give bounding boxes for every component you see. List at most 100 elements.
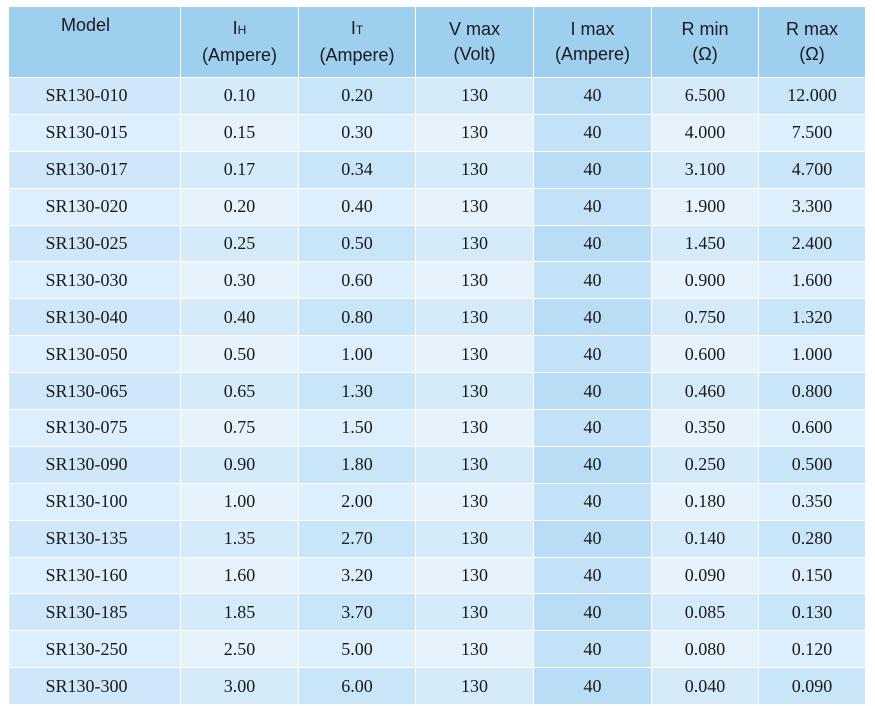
table-row: SR130-075 0.75 1.50 130 40 0.350 0.600 bbox=[8, 409, 866, 447]
cell-model: SR130-100 bbox=[8, 482, 181, 521]
cell-rmin: 0.600 bbox=[651, 335, 759, 374]
cell-it: 0.40 bbox=[298, 187, 416, 226]
cell-rmin: 4.000 bbox=[651, 113, 759, 152]
header-vmax: V max (Volt) bbox=[415, 6, 534, 78]
cell-it: 1.30 bbox=[298, 372, 416, 411]
table-row: SR130-300 3.00 6.00 130 40 0.040 0.090 bbox=[8, 667, 866, 706]
cell-rmax: 3.300 bbox=[758, 187, 866, 226]
cell-rmin: 0.140 bbox=[651, 519, 759, 558]
cell-ih: 0.90 bbox=[180, 445, 299, 484]
cell-model: SR130-020 bbox=[8, 187, 181, 226]
table-row: SR130-100 1.00 2.00 130 40 0.180 0.350 bbox=[8, 482, 866, 521]
cell-vmax: 130 bbox=[415, 113, 534, 152]
cell-model: SR130-090 bbox=[8, 445, 181, 484]
cell-model: SR130-040 bbox=[8, 298, 181, 337]
header-rmin: R min (Ω) bbox=[651, 6, 759, 78]
table-row: SR130-015 0.15 0.30 130 40 4.000 7.500 bbox=[8, 113, 866, 152]
cell-ih: 0.20 bbox=[180, 187, 299, 226]
header-model: Model bbox=[8, 6, 181, 78]
header-row: Model IH (Ampere) IT (Ampere) V max (Vol… bbox=[8, 6, 866, 78]
table-row: SR130-250 2.50 5.00 130 40 0.080 0.120 bbox=[8, 630, 866, 669]
cell-rmin: 1.450 bbox=[651, 224, 759, 263]
cell-rmax: 0.600 bbox=[758, 409, 866, 447]
cell-ih: 0.65 bbox=[180, 372, 299, 411]
table-row: SR130-010 0.10 0.20 130 40 6.500 12.000 bbox=[8, 77, 866, 115]
cell-rmax: 1.600 bbox=[758, 261, 866, 300]
cell-rmin: 0.040 bbox=[651, 667, 759, 706]
cell-rmin: 1.900 bbox=[651, 187, 759, 226]
cell-imax: 40 bbox=[533, 409, 652, 447]
cell-imax: 40 bbox=[533, 482, 652, 521]
cell-ih: 1.00 bbox=[180, 482, 299, 521]
table-row: SR130-065 0.65 1.30 130 40 0.460 0.800 bbox=[8, 372, 866, 411]
header-it: IT (Ampere) bbox=[298, 6, 416, 78]
cell-ih: 2.50 bbox=[180, 630, 299, 669]
cell-imax: 40 bbox=[533, 593, 652, 632]
cell-ih: 1.85 bbox=[180, 593, 299, 632]
cell-model: SR130-065 bbox=[8, 372, 181, 411]
cell-imax: 40 bbox=[533, 150, 652, 189]
cell-imax: 40 bbox=[533, 630, 652, 669]
cell-rmin: 0.080 bbox=[651, 630, 759, 669]
cell-rmax: 1.320 bbox=[758, 298, 866, 337]
table-row: SR130-020 0.20 0.40 130 40 1.900 3.300 bbox=[8, 187, 866, 226]
cell-ih: 1.35 bbox=[180, 519, 299, 558]
cell-vmax: 130 bbox=[415, 556, 534, 595]
cell-imax: 40 bbox=[533, 372, 652, 411]
cell-it: 3.20 bbox=[298, 556, 416, 595]
cell-rmax: 0.120 bbox=[758, 630, 866, 669]
cell-model: SR130-135 bbox=[8, 519, 181, 558]
cell-rmin: 0.180 bbox=[651, 482, 759, 521]
cell-rmax: 0.800 bbox=[758, 372, 866, 411]
table-row: SR130-040 0.40 0.80 130 40 0.750 1.320 bbox=[8, 298, 866, 337]
cell-imax: 40 bbox=[533, 335, 652, 374]
cell-imax: 40 bbox=[533, 667, 652, 706]
table-row: SR130-160 1.60 3.20 130 40 0.090 0.150 bbox=[8, 556, 866, 595]
cell-vmax: 130 bbox=[415, 150, 534, 189]
cell-vmax: 130 bbox=[415, 261, 534, 300]
table-row: SR130-185 1.85 3.70 130 40 0.085 0.130 bbox=[8, 593, 866, 632]
cell-vmax: 130 bbox=[415, 298, 534, 337]
cell-model: SR130-050 bbox=[8, 335, 181, 374]
cell-imax: 40 bbox=[533, 556, 652, 595]
cell-it: 0.30 bbox=[298, 113, 416, 152]
cell-rmin: 0.090 bbox=[651, 556, 759, 595]
cell-vmax: 130 bbox=[415, 335, 534, 374]
cell-rmax: 7.500 bbox=[758, 113, 866, 152]
cell-rmax: 1.000 bbox=[758, 335, 866, 374]
cell-rmax: 12.000 bbox=[758, 77, 866, 115]
cell-vmax: 130 bbox=[415, 630, 534, 669]
cell-rmin: 3.100 bbox=[651, 150, 759, 189]
cell-rmax: 0.280 bbox=[758, 519, 866, 558]
cell-vmax: 130 bbox=[415, 593, 534, 632]
cell-it: 3.70 bbox=[298, 593, 416, 632]
cell-it: 5.00 bbox=[298, 630, 416, 669]
cell-ih: 0.25 bbox=[180, 224, 299, 263]
cell-model: SR130-015 bbox=[8, 113, 181, 152]
cell-it: 0.20 bbox=[298, 77, 416, 115]
cell-ih: 0.17 bbox=[180, 150, 299, 189]
cell-ih: 1.60 bbox=[180, 556, 299, 595]
cell-rmax: 0.350 bbox=[758, 482, 866, 521]
cell-rmin: 0.750 bbox=[651, 298, 759, 337]
cell-ih: 3.00 bbox=[180, 667, 299, 706]
table-row: SR130-090 0.90 1.80 130 40 0.250 0.500 bbox=[8, 445, 866, 484]
cell-model: SR130-185 bbox=[8, 593, 181, 632]
spec-table: Model IH (Ampere) IT (Ampere) V max (Vol… bbox=[8, 6, 866, 706]
cell-ih: 0.40 bbox=[180, 298, 299, 337]
cell-vmax: 130 bbox=[415, 409, 534, 447]
cell-imax: 40 bbox=[533, 298, 652, 337]
header-ih: IH (Ampere) bbox=[180, 6, 299, 78]
cell-vmax: 130 bbox=[415, 667, 534, 706]
cell-rmax: 0.090 bbox=[758, 667, 866, 706]
table-row: SR130-030 0.30 0.60 130 40 0.900 1.600 bbox=[8, 261, 866, 300]
cell-model: SR130-017 bbox=[8, 150, 181, 189]
cell-it: 0.80 bbox=[298, 298, 416, 337]
cell-model: SR130-250 bbox=[8, 630, 181, 669]
table-row: SR130-017 0.17 0.34 130 40 3.100 4.700 bbox=[8, 150, 866, 189]
cell-it: 0.34 bbox=[298, 150, 416, 189]
cell-rmax: 0.150 bbox=[758, 556, 866, 595]
cell-imax: 40 bbox=[533, 519, 652, 558]
cell-it: 1.80 bbox=[298, 445, 416, 484]
cell-ih: 0.30 bbox=[180, 261, 299, 300]
